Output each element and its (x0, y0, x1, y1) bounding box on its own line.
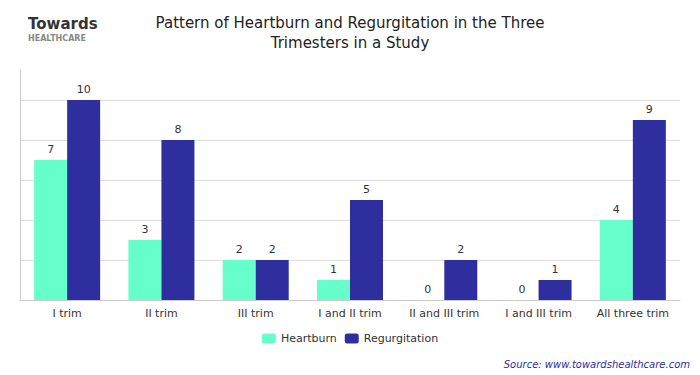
svg-text:I and III trim: I and III trim (505, 307, 572, 320)
svg-text:7: 7 (47, 143, 54, 156)
svg-text:2: 2 (269, 243, 276, 256)
svg-text:Towards: Towards (28, 15, 98, 33)
svg-text:Regurgitation: Regurgitation (364, 332, 438, 345)
svg-text:II and III trim: II and III trim (409, 307, 479, 320)
svg-text:0: 0 (519, 283, 526, 296)
svg-text:I trim: I trim (52, 307, 81, 320)
svg-text:II trim: II trim (145, 307, 178, 320)
svg-text:Pattern of Heartburn and Regur: Pattern of Heartburn and Regurgitation i… (156, 14, 545, 32)
svg-text:III trim: III trim (238, 307, 274, 320)
svg-text:9: 9 (646, 103, 653, 116)
svg-text:8: 8 (174, 123, 181, 136)
svg-text:HEALTHCARE: HEALTHCARE (28, 34, 86, 43)
svg-text:1: 1 (330, 263, 337, 276)
svg-text:0: 0 (424, 283, 431, 296)
svg-text:4: 4 (613, 203, 620, 216)
svg-text:3: 3 (141, 223, 148, 236)
svg-text:2: 2 (457, 243, 464, 256)
svg-text:5: 5 (363, 183, 370, 196)
svg-text:All three trim: All three trim (597, 307, 669, 320)
svg-text:Heartburn: Heartburn (281, 332, 337, 345)
svg-text:I and II trim: I and II trim (318, 307, 382, 320)
svg-text:1: 1 (552, 263, 559, 276)
svg-text:2: 2 (236, 243, 243, 256)
svg-text:10: 10 (77, 83, 91, 96)
svg-text:Trimesters in a Study: Trimesters in a Study (270, 34, 430, 52)
svg-text:Source: www.towardshealthcare.: Source: www.towardshealthcare.com (504, 359, 691, 370)
